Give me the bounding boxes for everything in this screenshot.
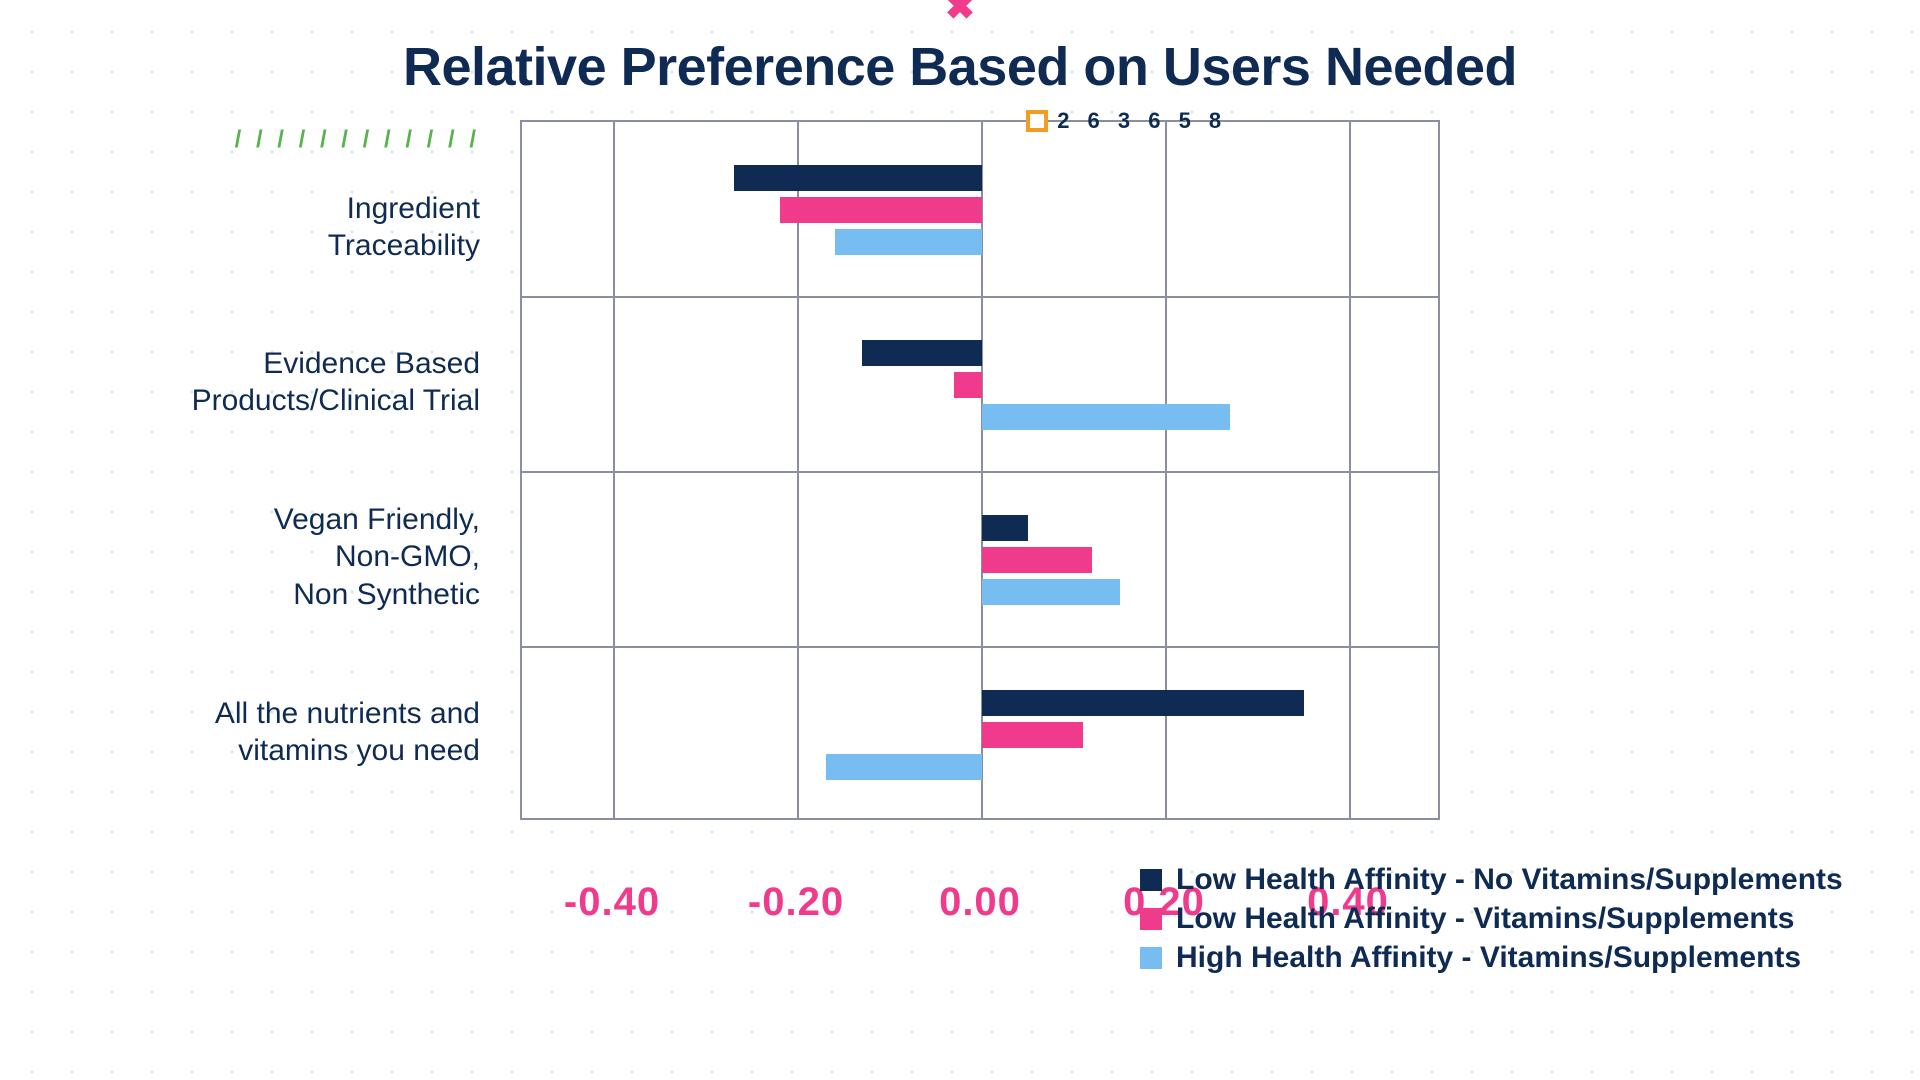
category-label: All the nutrients and vitamins you need — [120, 695, 480, 770]
bar — [982, 579, 1120, 605]
chart-title: Relative Preference Based on Users Neede… — [0, 36, 1920, 98]
x-tick-label: -0.40 — [564, 880, 660, 925]
legend-label: Low Health Affinity - No Vitamins/Supple… — [1176, 860, 1843, 899]
legend-label: Low Health Affinity - Vitamins/Supplemen… — [1176, 899, 1794, 938]
legend-item: Low Health Affinity - Vitamins/Supplemen… — [1140, 899, 1843, 938]
category-label: Evidence Based Products/Clinical Trial — [120, 345, 480, 420]
legend-swatch — [1140, 947, 1162, 969]
bar — [734, 165, 982, 191]
plot-area: 2 6 3 6 5 8 — [520, 120, 1440, 820]
category-label: Ingredient Traceability — [120, 190, 480, 265]
legend-item: High Health Affinity - Vitamins/Suppleme… — [1140, 938, 1843, 977]
category-row — [522, 472, 1438, 647]
bar — [954, 372, 982, 398]
x-tick-label: -0.20 — [748, 880, 844, 925]
legend: Low Health Affinity - No Vitamins/Supple… — [1140, 860, 1843, 977]
bar — [982, 515, 1028, 541]
category-row — [522, 647, 1438, 822]
bar — [982, 547, 1092, 573]
legend-item: Low Health Affinity - No Vitamins/Supple… — [1140, 860, 1843, 899]
bar — [780, 197, 982, 223]
decorative-x-icon: ✖ — [945, 0, 975, 28]
y-axis-labels: / / / / / / / / / / / / Ingredient Trace… — [120, 120, 500, 820]
category-row — [522, 122, 1438, 297]
chart-container: / / / / / / / / / / / / Ingredient Trace… — [120, 120, 1580, 820]
category-row — [522, 297, 1438, 472]
bar — [982, 404, 1230, 430]
legend-swatch — [1140, 869, 1162, 891]
category-label: Vegan Friendly, Non-GMO, Non Synthetic — [120, 501, 480, 614]
bar — [862, 340, 982, 366]
bar — [835, 229, 982, 255]
bar — [982, 690, 1304, 716]
bar — [826, 754, 982, 780]
legend-label: High Health Affinity - Vitamins/Suppleme… — [1176, 938, 1801, 977]
hatch-decoration: / / / / / / / / / / / / — [235, 126, 480, 154]
bar — [982, 722, 1083, 748]
legend-swatch — [1140, 908, 1162, 930]
x-tick-label: 0.00 — [939, 880, 1021, 925]
